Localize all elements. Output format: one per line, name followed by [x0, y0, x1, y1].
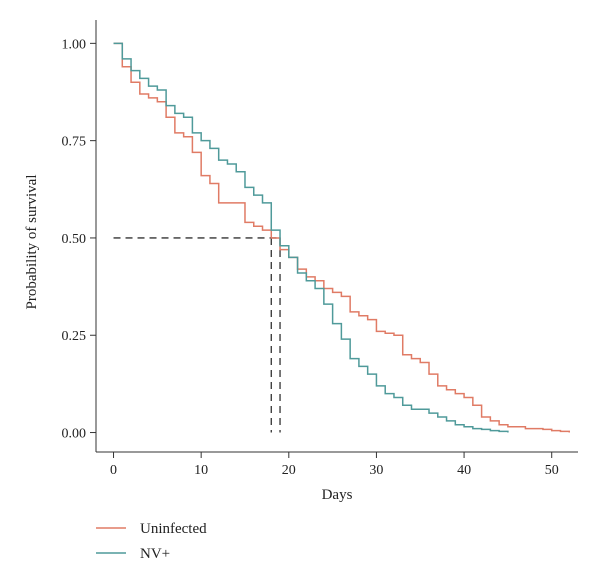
y-tick-label: 0.00 [62, 427, 87, 442]
legend-label-uninfected: Uninfected [140, 521, 207, 537]
series-line-uninfected [113, 42, 570, 433]
y-tick-label: 1.00 [62, 37, 87, 52]
x-tick-label: 50 [545, 463, 559, 478]
y-tick-label: 0.75 [62, 135, 87, 150]
y-axis-title: Probability of survival [24, 175, 40, 310]
x-tick-label: 40 [457, 463, 471, 478]
legend-label-nv-plus: NV+ [140, 546, 170, 562]
x-ticks: 0 10 20 30 40 50 [110, 452, 559, 478]
median-reference-lines [113, 237, 281, 433]
y-ticks: 0.00 0.25 0.50 0.75 1.00 [62, 37, 96, 442]
x-axis-title: Days [322, 487, 353, 503]
x-tick-label: 30 [369, 463, 383, 478]
series-line-nv-plus [113, 42, 509, 433]
series-layer [113, 42, 570, 433]
y-tick-label: 0.25 [62, 329, 87, 344]
x-tick-label: 10 [194, 463, 208, 478]
x-tick-label: 0 [110, 463, 117, 478]
x-tick-label: 20 [282, 463, 296, 478]
y-tick-label: 0.50 [62, 232, 87, 247]
legend: Uninfected NV+ [96, 521, 207, 562]
axes: 0 10 20 30 40 50 0.00 0.25 0.50 0.75 1.00 Days Pr… [24, 20, 578, 503]
